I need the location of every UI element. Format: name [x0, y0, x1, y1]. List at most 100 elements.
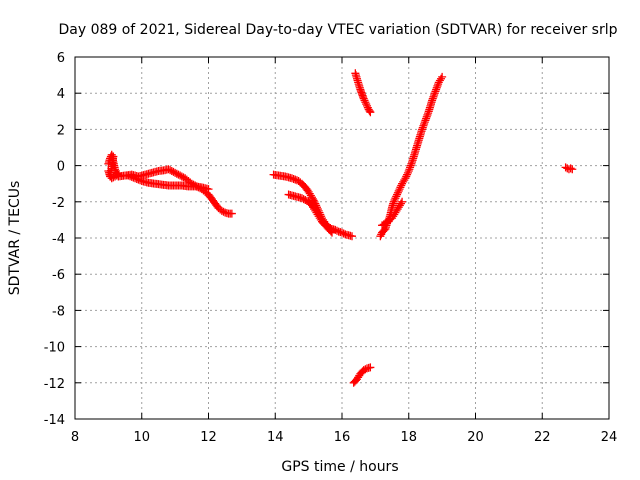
- x-axis-label: GPS time / hours: [281, 459, 398, 475]
- data-point: [361, 98, 370, 107]
- data-point: [134, 175, 143, 184]
- data-point: [217, 206, 226, 215]
- data-point: [422, 112, 431, 121]
- x-tick-label: 14: [267, 430, 284, 445]
- data-point: [434, 80, 443, 89]
- data-point: [566, 164, 575, 173]
- y-axis: 6 4 2 0 -2 -4 -6 -8 -10 -12 -14: [44, 51, 609, 428]
- y-tick-label: -10: [44, 341, 65, 356]
- data-point: [405, 165, 414, 174]
- data-point: [396, 183, 405, 192]
- y-tick-label: -4: [52, 232, 65, 247]
- data-point: [568, 165, 577, 174]
- data-point: [432, 85, 441, 94]
- data-point: [164, 165, 173, 174]
- data-point: [397, 181, 406, 190]
- data-point: [430, 89, 439, 98]
- data-point: [338, 228, 346, 237]
- grid: [75, 57, 609, 419]
- data-point: [219, 207, 228, 216]
- data-point: [126, 172, 135, 181]
- data-point: [394, 186, 403, 195]
- data-point: [418, 125, 427, 134]
- x-tick-label: 16: [334, 430, 351, 445]
- data-point: [432, 83, 441, 92]
- data-point: [378, 221, 387, 230]
- data-point: [361, 365, 370, 374]
- series-arc-2: [114, 165, 236, 218]
- data-point: [327, 228, 336, 237]
- data-point: [136, 176, 145, 185]
- series-arc-8: [376, 72, 447, 241]
- data-point: [424, 109, 433, 118]
- y-tick-label: -8: [52, 304, 65, 319]
- data-point: [396, 199, 405, 208]
- data-point: [438, 72, 447, 81]
- data-point: [401, 174, 410, 183]
- x-tick-label: 22: [534, 430, 551, 445]
- data-point: [398, 197, 407, 206]
- data-point: [176, 171, 185, 180]
- data-point: [428, 96, 437, 105]
- data-point: [433, 81, 442, 90]
- data-point: [339, 229, 348, 238]
- data-point: [431, 87, 440, 96]
- data-point: [169, 167, 178, 176]
- x-tick-label: 10: [133, 430, 150, 445]
- data-point: [129, 173, 138, 182]
- y-tick-label: -14: [44, 413, 65, 428]
- data-point: [400, 176, 409, 185]
- data-point: [109, 152, 118, 161]
- x-tick-label: 24: [601, 430, 618, 445]
- x-tick-label: 8: [71, 430, 79, 445]
- y-tick-label: 2: [57, 123, 65, 138]
- data-point: [366, 108, 375, 117]
- y-tick-label: 6: [57, 51, 65, 66]
- data-point: [430, 91, 439, 100]
- data-point: [306, 191, 315, 200]
- data-point: [326, 227, 335, 236]
- y-tick-label: 0: [57, 160, 65, 175]
- y-axis-label: SDTVAR / TECUs: [7, 181, 23, 296]
- data-point: [376, 232, 385, 241]
- data-point: [348, 232, 357, 241]
- y-tick-label: -2: [52, 196, 65, 211]
- data-point: [395, 185, 404, 194]
- data-point: [403, 170, 412, 179]
- data-point: [390, 195, 399, 204]
- data-point: [391, 194, 400, 203]
- data-point: [132, 174, 141, 183]
- data-point: [297, 194, 306, 203]
- series-arc-9: [378, 197, 407, 230]
- data-point: [365, 106, 374, 115]
- data-point: [363, 101, 372, 110]
- data-point: [421, 116, 430, 125]
- data-point: [171, 168, 180, 177]
- data-point: [227, 209, 236, 218]
- data-point: [392, 192, 401, 201]
- data-point: [359, 366, 368, 375]
- data-point: [366, 363, 375, 372]
- data-points: [104, 69, 577, 387]
- x-tick-label: 20: [467, 430, 484, 445]
- chart-title: Day 089 of 2021, Sidereal Day-to-day VTE…: [58, 22, 617, 38]
- data-point: [124, 171, 133, 180]
- series-arc-6: [351, 69, 375, 117]
- data-point: [389, 197, 398, 206]
- data-point: [172, 169, 181, 178]
- data-point: [287, 174, 296, 183]
- data-point: [177, 172, 186, 181]
- data-point: [362, 100, 371, 109]
- y-tick-label: -6: [52, 268, 65, 283]
- x-tick-label: 18: [400, 430, 417, 445]
- data-point: [174, 170, 183, 179]
- data-point: [423, 110, 432, 119]
- data-point: [428, 94, 437, 103]
- data-point: [419, 121, 428, 130]
- data-point: [384, 215, 393, 224]
- series-arc-5: [284, 190, 336, 237]
- data-point: [407, 159, 416, 168]
- data-point: [393, 188, 402, 197]
- series-arc-7: [349, 363, 375, 387]
